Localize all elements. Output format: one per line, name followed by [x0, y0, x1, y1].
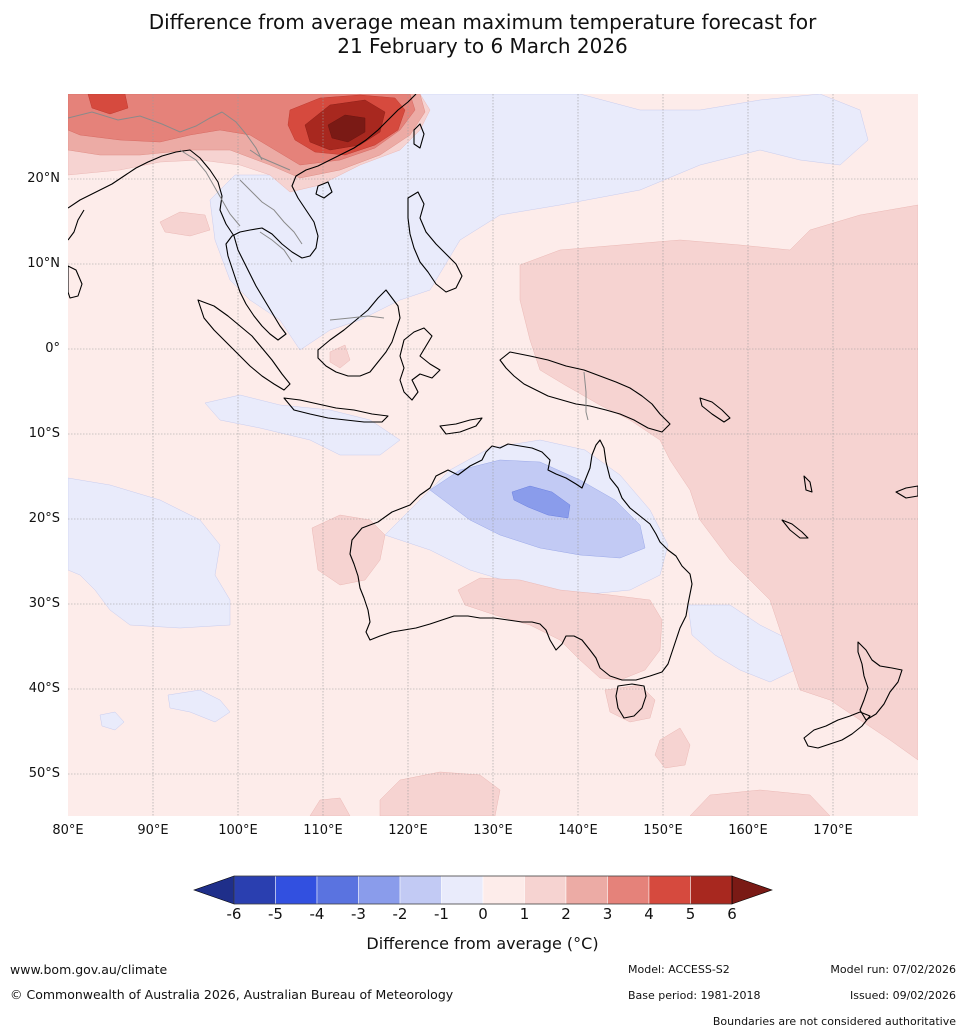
base-period-text: Base period: 1981-2018: [628, 989, 761, 1002]
issued-text: Issued: 09/02/2026: [849, 989, 956, 1002]
coastline-sri-lanka: [68, 265, 83, 299]
lat-label-40s: 40°S: [28, 681, 60, 696]
coastline-australia: [349, 439, 693, 681]
model-text: Model: ACCESS-S2: [628, 963, 730, 976]
coastline-fiji: [895, 485, 918, 499]
legend-tick: -3: [351, 905, 366, 923]
cool-area-indian-ocean-west: [68, 477, 231, 629]
copyright-text: © Commonwealth of Australia 2026, Austra…: [10, 987, 454, 1002]
cool-area-south-2: [99, 711, 125, 731]
title-line-1: Difference from average mean maximum tem…: [148, 10, 817, 34]
coastline-java: [283, 397, 389, 423]
warm-area-china-6: [327, 114, 366, 143]
legend-tick: -6: [226, 905, 242, 923]
lon-label-140e: 140°E: [558, 823, 598, 838]
lat-label-0: 0°: [45, 341, 60, 356]
coastline-vanuatu: [803, 475, 813, 493]
warm-area-west-china: [87, 94, 129, 115]
cool-area-nsw-coast: [687, 604, 796, 683]
lat-label-20s: 20°S: [28, 511, 60, 526]
legend-tick: -2: [392, 905, 408, 923]
warm-area-south-4: [309, 797, 351, 816]
coastline-hainan: [315, 181, 333, 199]
legend-tick: 2: [561, 905, 571, 923]
lat-label-10n: 10°N: [27, 256, 60, 271]
legend-tick: 0: [478, 905, 488, 923]
lon-label-150e: 150°E: [643, 823, 683, 838]
chart-title: Difference from average mean maximum tem…: [0, 10, 965, 58]
website-link[interactable]: www.bom.gov.au/climate: [10, 962, 168, 977]
coastline-new-guinea: [499, 351, 671, 433]
lon-label-80e: 80°E: [52, 823, 84, 838]
coastline-sulawesi: [399, 327, 441, 401]
lon-label-130e: 130°E: [473, 823, 513, 838]
lon-label-100e: 100°E: [218, 823, 258, 838]
country-borders: [68, 111, 589, 421]
legend-tick: -4: [309, 905, 325, 923]
warm-area-south-1: [654, 727, 691, 769]
cool-area-south-1: [167, 689, 231, 723]
coastline-sumatra: [197, 299, 291, 391]
warm-area-bay-of-bengal: [159, 211, 211, 237]
lon-label-110e: 110°E: [303, 823, 343, 838]
model-run-text: Model run: 07/02/2026: [830, 963, 956, 976]
warm-area-pacific: [519, 204, 918, 761]
coastline-india-east: [68, 209, 85, 241]
coastline-tasmania: [615, 683, 647, 719]
warm-area-borneo: [329, 344, 351, 369]
lon-label-120e: 120°E: [388, 823, 428, 838]
coastline-asia-mainland: [68, 94, 417, 341]
disclaimer-text: Boundaries are not considered authoritat…: [712, 1015, 956, 1028]
coastline-taiwan: [413, 123, 425, 149]
legend-tick: -5: [268, 905, 283, 923]
legend-tick: 3: [602, 905, 613, 923]
lon-label-160e: 160°E: [728, 823, 768, 838]
cool-area-java-sea: [204, 394, 401, 456]
warm-area-south-3: [689, 789, 831, 816]
lat-label-30s: 30°S: [28, 596, 60, 611]
legend-tick: 1: [519, 905, 530, 923]
lat-label-10s: 10°S: [28, 426, 60, 441]
legend-title: Difference from average (°C): [366, 934, 599, 953]
legend-tick: 5: [685, 905, 696, 923]
lon-label-90e: 90°E: [137, 823, 169, 838]
warm-area-south-2: [379, 771, 501, 816]
lon-label-170e: 170°E: [813, 823, 853, 838]
lat-label-50s: 50°S: [28, 766, 60, 781]
cool-core-interior: [511, 485, 571, 519]
title-line-2: 21 February to 6 March 2026: [337, 34, 628, 58]
warm-area-western-australia: [311, 514, 386, 586]
coastline-timor: [439, 417, 483, 435]
lat-label-20n: 20°N: [27, 171, 60, 186]
coastline-new-caledonia: [781, 519, 809, 539]
coastline-philippines: [407, 191, 463, 293]
coastline-solomons: [699, 397, 731, 423]
legend-tick: -1: [434, 905, 449, 923]
coastline-new-zealand-south: [803, 711, 871, 749]
legend-tick: 6: [727, 905, 737, 923]
legend-tick: 4: [644, 905, 654, 923]
coastline-new-zealand-north: [857, 641, 903, 721]
